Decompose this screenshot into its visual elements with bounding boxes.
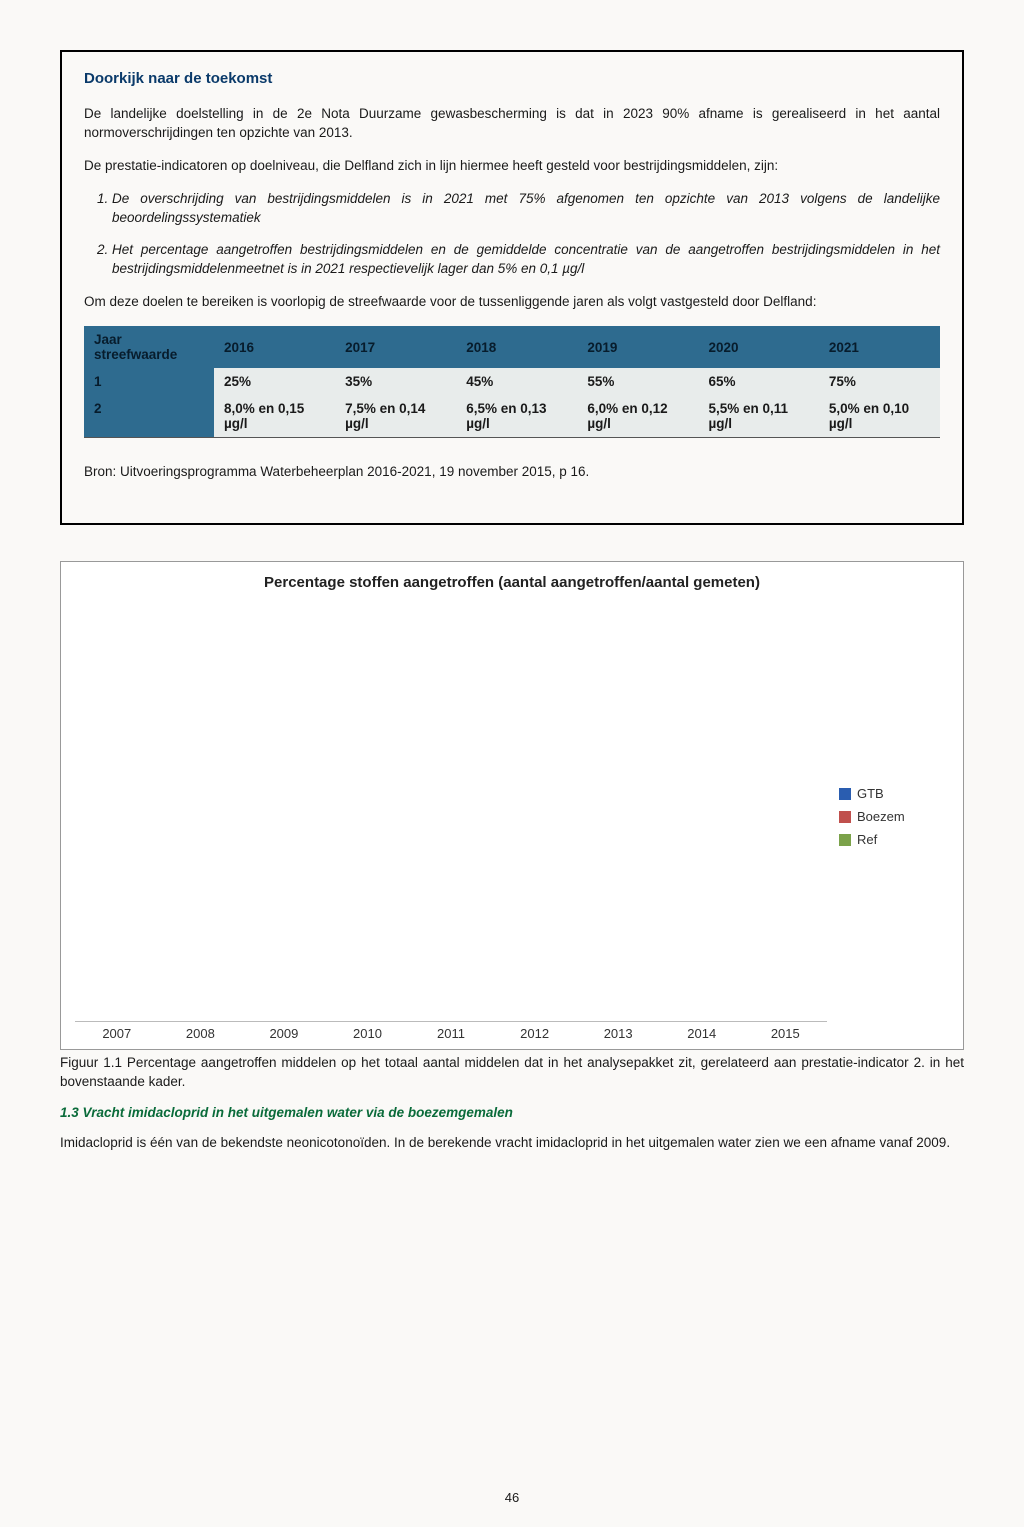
info-box: Doorkijk naar de toekomst De landelijke …: [60, 50, 964, 525]
chart-box: Percentage stoffen aangetroffen (aantal …: [60, 561, 964, 1050]
cell: 55%: [577, 368, 698, 395]
box-p3: Om deze doelen te bereiken is voorlopig …: [84, 293, 940, 312]
x-label: 2014: [660, 1026, 744, 1041]
row-label: 2: [84, 395, 214, 438]
chart-legend: GTB Boezem Ref: [827, 601, 949, 1041]
box-title: Doorkijk naar de toekomst: [84, 70, 940, 87]
indicator-list: De overschrijding van bestrijdingsmiddel…: [84, 190, 940, 280]
section-heading: 1.3 Vracht imidacloprid in het uitgemale…: [60, 1105, 964, 1120]
x-label: 2008: [159, 1026, 243, 1041]
legend-label: Ref: [857, 832, 877, 847]
th: 2017: [335, 326, 456, 368]
cell: 65%: [698, 368, 818, 395]
list-item: Het percentage aangetroffen bestrijdings…: [112, 241, 940, 279]
x-label: 2009: [242, 1026, 326, 1041]
chart-xaxis: 2007 2008 2009 2010 2011 2012 2013 2014 …: [75, 1026, 827, 1041]
row-label: 1: [84, 368, 214, 395]
chart-title: Percentage stoffen aangetroffen (aantal …: [75, 574, 949, 591]
cell: 5,5% en 0,11 µg/l: [698, 395, 818, 438]
cell: 35%: [335, 368, 456, 395]
legend-label: Boezem: [857, 809, 905, 824]
x-label: 2010: [326, 1026, 410, 1041]
legend-swatch: [839, 788, 851, 800]
box-source: Bron: Uitvoeringsprogramma Waterbeheerpl…: [84, 464, 940, 479]
legend-swatch: [839, 834, 851, 846]
th: 2019: [577, 326, 698, 368]
th: 2018: [456, 326, 577, 368]
legend-item: Ref: [839, 832, 949, 847]
cell: 6,0% en 0,12 µg/l: [577, 395, 698, 438]
list-item: De overschrijding van bestrijdingsmiddel…: [112, 190, 940, 228]
th: Jaar streefwaarde: [84, 326, 214, 368]
th: 2020: [698, 326, 818, 368]
cell: 75%: [819, 368, 940, 395]
chart-plot: [75, 601, 827, 1022]
th: 2021: [819, 326, 940, 368]
legend-swatch: [839, 811, 851, 823]
th: 2016: [214, 326, 335, 368]
cell: 8,0% en 0,15 µg/l: [214, 395, 335, 438]
targets-table: Jaar streefwaarde 2016 2017 2018 2019 20…: [84, 326, 940, 438]
x-label: 2013: [576, 1026, 660, 1041]
cell: 5,0% en 0,10 µg/l: [819, 395, 940, 438]
cell: 45%: [456, 368, 577, 395]
cell: 25%: [214, 368, 335, 395]
section-body: Imidacloprid is één van de bekendste neo…: [60, 1134, 964, 1153]
x-label: 2015: [744, 1026, 828, 1041]
cell: 7,5% en 0,14 µg/l: [335, 395, 456, 438]
figure-caption: Figuur 1.1 Percentage aangetroffen midde…: [60, 1054, 964, 1092]
cell: 6,5% en 0,13 µg/l: [456, 395, 577, 438]
x-label: 2007: [75, 1026, 159, 1041]
box-p1: De landelijke doelstelling in de 2e Nota…: [84, 105, 940, 143]
table-row: 1 25% 35% 45% 55% 65% 75%: [84, 368, 940, 395]
x-label: 2011: [409, 1026, 493, 1041]
legend-item: GTB: [839, 786, 949, 801]
table-header-row: Jaar streefwaarde 2016 2017 2018 2019 20…: [84, 326, 940, 368]
legend-item: Boezem: [839, 809, 949, 824]
x-label: 2012: [493, 1026, 577, 1041]
table-row: 2 8,0% en 0,15 µg/l 7,5% en 0,14 µg/l 6,…: [84, 395, 940, 438]
legend-label: GTB: [857, 786, 884, 801]
box-p2: De prestatie-indicatoren op doelniveau, …: [84, 157, 940, 176]
page-number: 46: [0, 1490, 1024, 1505]
